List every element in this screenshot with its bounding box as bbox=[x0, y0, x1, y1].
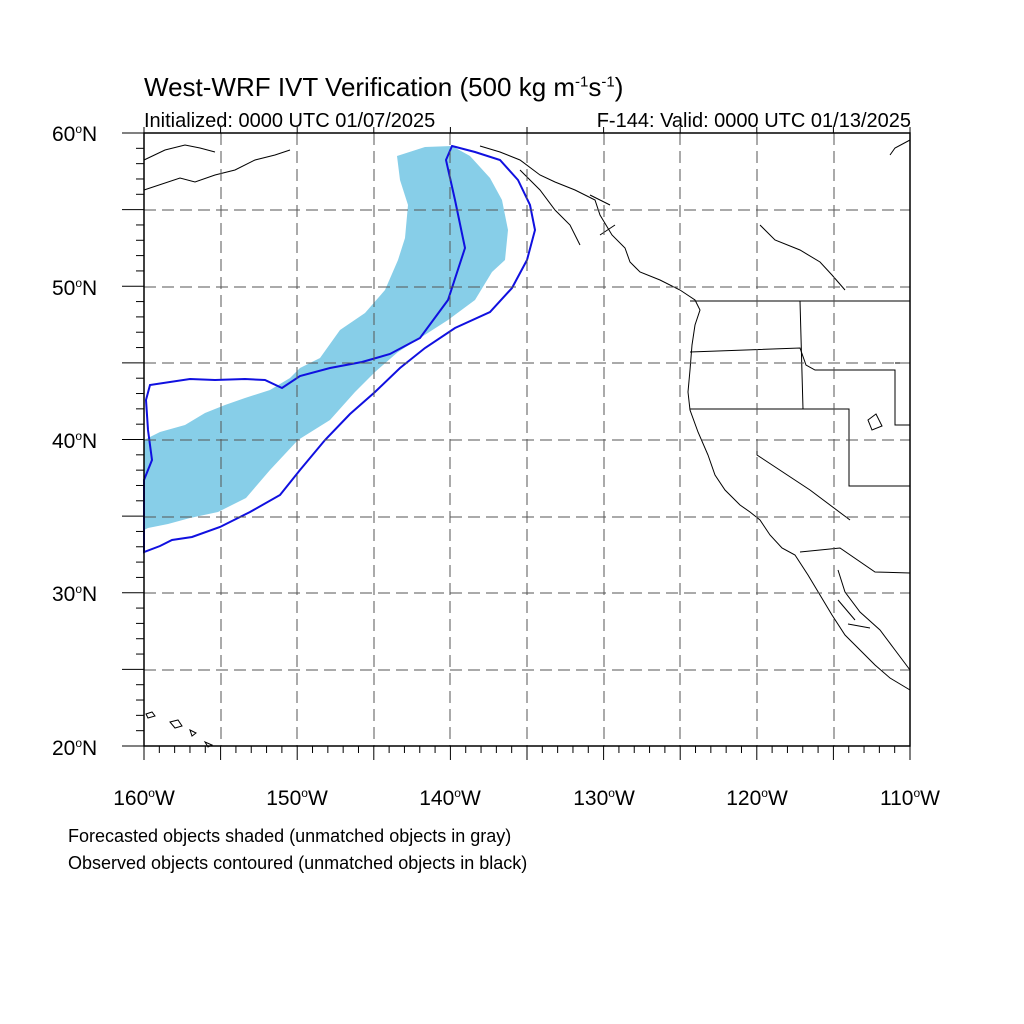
legend-note-observed: Observed objects contoured (unmatched ob… bbox=[68, 853, 528, 873]
lat-label-50n: 50oN bbox=[52, 276, 98, 300]
lat-label-30n: 30oN bbox=[52, 582, 98, 606]
lon-label-150w: 150oW bbox=[266, 786, 328, 810]
lon-label-160w: 160oW bbox=[113, 786, 175, 810]
map-title: West-WRF IVT Verification (500 kg m-1s-1… bbox=[144, 72, 624, 102]
lat-label-60n: 60oN bbox=[52, 122, 98, 146]
lon-label-120w: 120oW bbox=[726, 786, 788, 810]
valid-time-subtitle: F-144: Valid: 0000 UTC 01/13/2025 bbox=[596, 110, 911, 132]
init-time-subtitle: Initialized: 0000 UTC 01/07/2025 bbox=[144, 110, 436, 132]
gridlines bbox=[144, 133, 910, 746]
forecast-ivt-object bbox=[144, 146, 508, 530]
lon-label-140w: 140oW bbox=[419, 786, 481, 810]
legend-note-forecast: Forecasted objects shaded (unmatched obj… bbox=[68, 826, 512, 846]
coastlines bbox=[143, 139, 911, 748]
observed-ivt-contour bbox=[143, 144, 537, 554]
lat-label-40n: 40oN bbox=[52, 429, 98, 453]
axis-ticks bbox=[122, 127, 911, 760]
lon-label-110w: 110oW bbox=[880, 786, 940, 810]
lat-label-20n: 20oN bbox=[52, 736, 98, 760]
lon-label-130w: 130oW bbox=[573, 786, 635, 810]
